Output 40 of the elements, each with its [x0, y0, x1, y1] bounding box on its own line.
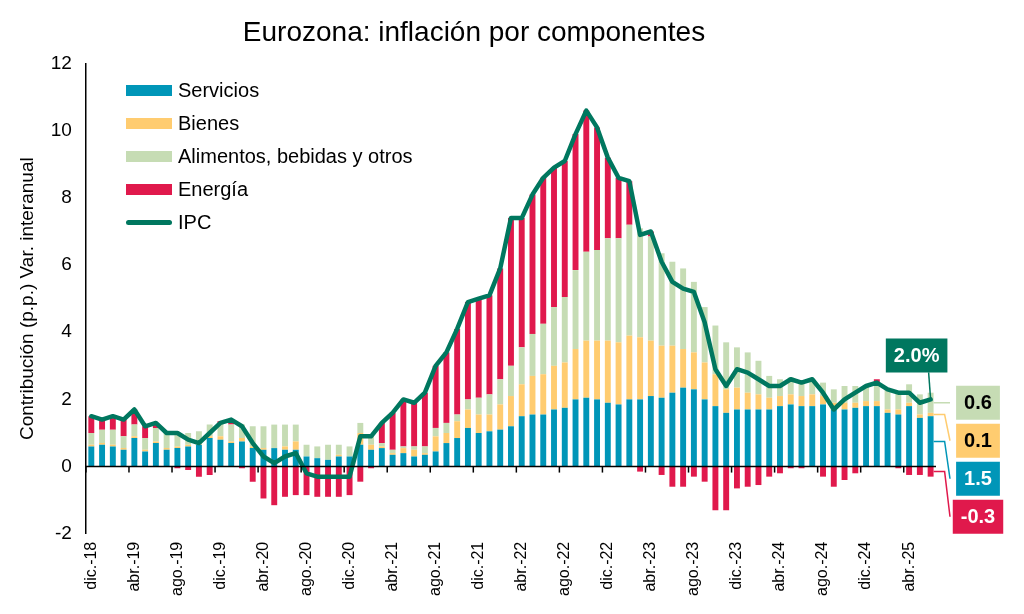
legend-label: IPC [178, 211, 212, 234]
y-tick-label: 0 [61, 454, 72, 476]
x-tick-label: dic.-22 [598, 541, 616, 590]
x-tick-label: abr.-20 [253, 541, 271, 592]
x-tick-label: ago.-24 [813, 541, 831, 596]
data-label: 0.6 [964, 391, 992, 414]
x-tick-label: dic.-24 [856, 541, 874, 590]
y-tick-label: 12 [50, 51, 72, 73]
y-tick-label: 4 [61, 320, 73, 342]
legend-label: Servicios [178, 79, 260, 102]
data-label: -0.3 [960, 505, 996, 528]
legend-label: Bienes [178, 112, 240, 135]
x-tick-label: abr.-22 [512, 541, 530, 592]
data-label: 1.5 [964, 467, 992, 490]
x-tick-label: abr.-19 [124, 541, 142, 592]
x-tick-label: abr.-25 [899, 541, 917, 592]
y-axis-title: Contribución (p.p.) Var. interanual [15, 157, 37, 441]
x-tick-label: ago.-21 [426, 541, 444, 596]
chart-title: Eurozona: inflación por componentes [242, 15, 706, 47]
y-tick-label: 6 [61, 253, 72, 275]
x-tick-label: abr.-24 [770, 541, 788, 592]
x-tick-label: dic.-19 [210, 541, 228, 590]
x-tick-label: abr.-23 [641, 541, 659, 592]
legend-label: Energía [178, 178, 249, 201]
y-tick-label: 10 [50, 119, 72, 140]
x-tick-label: ago.-20 [296, 541, 314, 596]
data-label: 0.1 [964, 429, 992, 452]
y-tick-label: -2 [55, 521, 72, 543]
x-tick-label: dic.-21 [469, 541, 487, 590]
x-tick-label: dic.-23 [727, 541, 745, 590]
data-label: 2.0% [893, 343, 940, 366]
x-tick-label: abr.-21 [383, 541, 401, 592]
y-tick-label: 2 [61, 387, 72, 409]
x-tick-label: dic.-20 [339, 541, 357, 590]
legend-label: Alimentos, bebidas y otros [178, 145, 413, 168]
x-tick-label: ago.-22 [555, 541, 573, 596]
x-tick-label: ago.-19 [167, 541, 185, 596]
x-tick-label: ago.-23 [684, 541, 702, 596]
x-tick-label: dic.-18 [81, 541, 99, 590]
y-tick-label: 8 [61, 186, 72, 208]
